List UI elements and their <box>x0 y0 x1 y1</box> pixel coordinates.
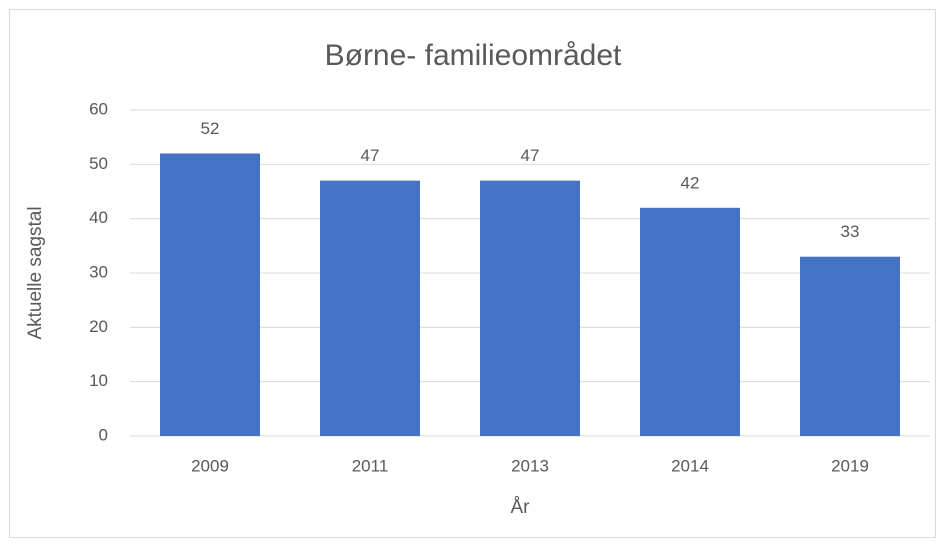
x-tick-label: 2014 <box>671 456 709 475</box>
y-axis-label: Aktuelle sagstal <box>25 206 46 339</box>
chart-title: Børne- familieområdet <box>325 39 622 72</box>
y-tick-label: 50 <box>89 154 108 173</box>
bar <box>800 256 900 436</box>
x-tick-label: 2019 <box>831 456 869 475</box>
data-label: 47 <box>521 146 540 165</box>
y-tick-label: 0 <box>99 425 108 444</box>
data-label: 52 <box>201 119 220 138</box>
x-axis-label: År <box>511 497 531 518</box>
x-tick-label: 2011 <box>352 456 389 475</box>
bar <box>320 180 420 436</box>
bar <box>160 153 260 436</box>
bar <box>480 180 580 436</box>
x-tick-label: 2013 <box>511 456 549 475</box>
data-label: 47 <box>361 146 380 165</box>
y-tick-label: 10 <box>89 371 108 390</box>
x-tick-label: 2009 <box>191 456 229 475</box>
y-tick-label: 60 <box>89 99 108 118</box>
y-tick-label: 40 <box>89 208 108 227</box>
data-label: 42 <box>681 173 700 192</box>
bar <box>640 207 740 436</box>
y-tick-label: 30 <box>89 262 108 281</box>
data-label: 33 <box>841 222 860 241</box>
y-tick-label: 20 <box>89 317 108 336</box>
